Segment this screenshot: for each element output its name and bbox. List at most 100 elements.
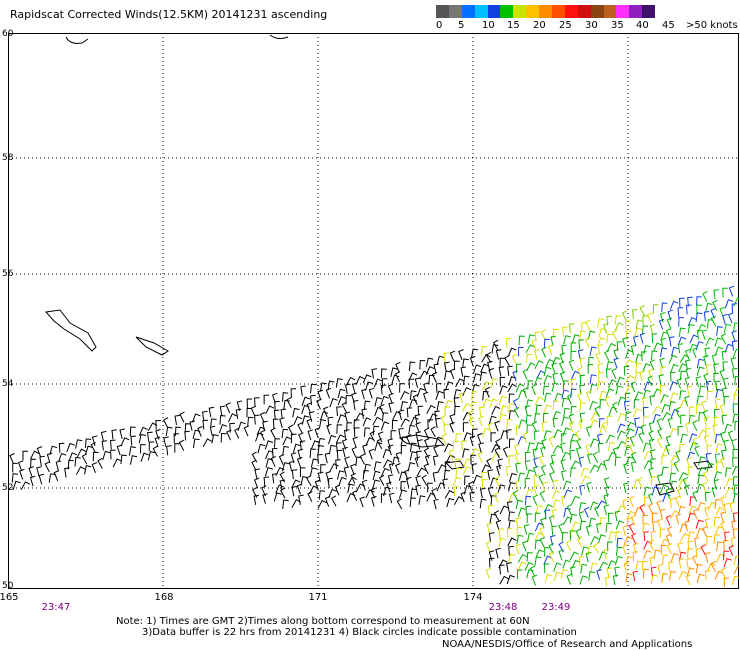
wind-barb — [608, 530, 617, 541]
wind-barb — [721, 350, 728, 361]
wind-barb — [534, 539, 542, 550]
wind-barb — [261, 485, 267, 497]
wind-barb — [651, 333, 658, 344]
wind-barb — [680, 433, 688, 444]
wind-barb — [553, 499, 561, 510]
wind-barb — [561, 389, 569, 400]
wind-barb — [676, 487, 683, 499]
longitude-label: 168 — [154, 592, 174, 603]
wind-barb — [497, 484, 506, 494]
wind-barb — [534, 512, 541, 523]
wind-barb — [563, 335, 571, 345]
wind-barb — [434, 410, 440, 421]
wind-barb — [731, 438, 737, 450]
wind-barb — [661, 403, 670, 414]
wind-barb — [399, 383, 405, 393]
wind-barb — [660, 338, 666, 349]
wind-barb — [661, 455, 668, 465]
wind-barb — [697, 501, 706, 512]
wind-barb — [714, 433, 722, 444]
wind-barb — [379, 403, 385, 415]
wind-barb — [28, 466, 34, 477]
wind-barb — [291, 479, 301, 489]
wind-barb — [449, 350, 456, 362]
wind-barb — [480, 363, 489, 373]
wind-barb — [721, 414, 728, 425]
wind-barb — [586, 481, 592, 493]
wind-barb — [522, 368, 529, 380]
wind-barb — [661, 573, 669, 583]
wind-barb — [732, 493, 739, 503]
wind-barb — [525, 353, 533, 364]
wind-barb — [400, 390, 410, 400]
wind-barb — [494, 420, 500, 432]
wind-barb — [669, 371, 676, 382]
wind-barb — [543, 555, 553, 565]
wind-barb — [109, 439, 116, 450]
latitude-label: 52 — [2, 483, 14, 493]
wind-barb — [660, 538, 669, 548]
wind-barb — [414, 377, 421, 388]
wind-barb — [670, 480, 678, 491]
wind-barb — [684, 395, 690, 407]
wind-barb — [716, 553, 725, 563]
wind-barb — [561, 495, 567, 506]
wind-barb — [273, 409, 280, 420]
wind-barb — [732, 348, 739, 358]
wind-barb — [507, 347, 517, 357]
wind-barb — [418, 495, 426, 505]
wind-barb — [625, 411, 632, 422]
wind-barb — [732, 512, 739, 523]
wind-barb — [443, 388, 449, 399]
wind-barb — [701, 526, 708, 538]
wind-barb — [706, 445, 713, 455]
wind-barb — [49, 445, 58, 456]
wind-barb — [713, 372, 720, 383]
wind-barb — [713, 479, 720, 490]
wind-barb — [455, 378, 465, 388]
wind-barb — [506, 527, 513, 538]
wind-barb — [534, 396, 544, 406]
wind-barb — [272, 418, 279, 429]
wind-barb — [551, 525, 557, 536]
wind-barb — [559, 361, 565, 373]
wind-barb — [352, 490, 358, 502]
wind-barb — [471, 401, 477, 412]
wind-barb — [562, 516, 573, 526]
wind-barb — [522, 387, 529, 399]
wind-barb — [272, 473, 278, 484]
wind-barb — [409, 390, 417, 400]
wind-barb — [370, 496, 377, 507]
wind-barb — [174, 414, 181, 425]
wind-barb — [642, 325, 649, 336]
wind-barb — [661, 466, 669, 476]
wind-barb — [264, 440, 274, 450]
wind-barb — [247, 416, 254, 427]
wind-barb — [263, 476, 270, 487]
wind-barb — [382, 459, 393, 469]
wind-barb — [659, 484, 669, 494]
wind-barb — [374, 397, 383, 407]
wind-barb — [617, 412, 626, 422]
wind-barb — [579, 575, 588, 585]
wind-barb — [603, 477, 610, 488]
wind-barb — [646, 312, 653, 324]
wind-barb — [733, 484, 739, 495]
wind-barb — [686, 567, 695, 577]
wind-barb — [639, 332, 646, 344]
wind-barb — [531, 339, 537, 350]
wind-barb — [353, 427, 360, 438]
wind-barb — [579, 374, 586, 385]
wind-barb — [281, 428, 289, 439]
wind-barb — [405, 434, 412, 445]
wind-barb — [687, 540, 694, 551]
wind-barb — [635, 560, 643, 571]
wind-barb — [711, 354, 718, 365]
wind-barb — [251, 459, 257, 471]
wind-barb — [652, 413, 661, 424]
scale-labels: 0 5 10 15 20 25 30 35 40 45 >50 knots — [436, 18, 738, 32]
wind-barb — [264, 466, 273, 477]
wind-barb — [689, 334, 699, 344]
wind-barb — [623, 462, 629, 474]
credit: NOAA/NESDIS/Office of Research and Appli… — [442, 639, 693, 650]
